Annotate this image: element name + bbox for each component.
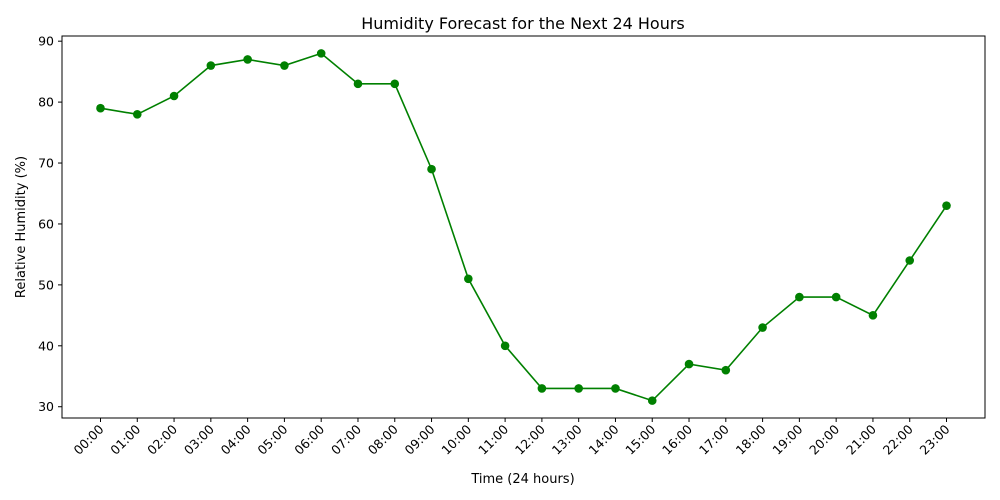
x-tick-label: 00:00 <box>71 421 107 457</box>
x-tick-label: 07:00 <box>328 421 364 457</box>
x-tick-label: 11:00 <box>475 421 511 457</box>
y-tick-label: 80 <box>38 95 54 110</box>
y-tick-label: 40 <box>38 338 54 353</box>
x-axis-ticks: 00:00 01:00 02:00 03:00 04:00 05:00 06:00 07:00… <box>71 418 953 458</box>
data-point-1800 <box>758 323 767 332</box>
data-point-0000 <box>96 103 105 113</box>
x-tick-label: 12:00 <box>512 421 548 457</box>
humidity-series <box>96 49 951 405</box>
data-point-0200 <box>169 91 179 101</box>
data-point-1300 <box>574 384 583 393</box>
data-point-0400 <box>243 55 252 64</box>
chart-title: Humidity Forecast for the Next 24 Hours <box>361 14 685 33</box>
x-tick-label: 06:00 <box>291 421 327 457</box>
data-point-0900 <box>427 164 436 174</box>
data-point-1500 <box>647 396 657 405</box>
x-tick-label: 01:00 <box>107 421 143 457</box>
x-tick-label: 17:00 <box>696 421 732 457</box>
data-point-0300 <box>206 61 216 70</box>
data-point-0700 <box>353 79 363 89</box>
data-point-1200 <box>537 384 547 393</box>
x-tick-label: 20:00 <box>806 421 842 457</box>
x-tick-label: 10:00 <box>438 421 474 457</box>
data-point-0500 <box>280 61 289 70</box>
data-point-2300 <box>942 201 951 210</box>
data-point-2200 <box>905 256 915 265</box>
series-line <box>100 52 948 402</box>
x-tick-label: 22:00 <box>880 421 916 457</box>
y-tick-label: 60 <box>38 216 54 231</box>
x-tick-label: 08:00 <box>365 421 401 457</box>
x-tick-label: 16:00 <box>659 421 695 457</box>
data-point-0800 <box>390 79 400 89</box>
x-tick-label: 09:00 <box>402 421 438 457</box>
x-tick-label: 13:00 <box>549 421 585 457</box>
x-tick-label: 18:00 <box>733 421 769 457</box>
data-point-1900 <box>795 292 804 302</box>
y-axis-label: Relative Humidity (%) <box>14 156 29 298</box>
x-tick-label: 19:00 <box>769 421 805 457</box>
x-tick-label: 05:00 <box>254 421 290 457</box>
y-tick-label: 50 <box>38 277 54 292</box>
data-point-1000 <box>464 274 473 284</box>
data-point-1600 <box>684 359 694 369</box>
data-point-0600 <box>316 49 326 58</box>
data-point-2000 <box>831 292 841 302</box>
x-axis-label: Time (24 hours) <box>470 472 574 487</box>
data-point-1400 <box>611 384 620 393</box>
x-tick-label: 03:00 <box>181 421 217 457</box>
x-tick-label: 14:00 <box>585 421 621 457</box>
x-tick-label: 21:00 <box>843 421 879 457</box>
y-axis-ticks: 30 40 50 60 70 80 90 <box>38 34 62 414</box>
data-point-0100 <box>132 109 142 119</box>
x-tick-label: 04:00 <box>218 421 254 457</box>
y-tick-label: 90 <box>38 34 54 49</box>
x-tick-label: 15:00 <box>622 421 658 457</box>
data-point-1700 <box>721 365 731 375</box>
x-tick-label: 23:00 <box>917 421 953 457</box>
data-point-2100 <box>868 311 878 320</box>
y-tick-label: 70 <box>38 156 54 171</box>
data-point-1100 <box>500 341 510 351</box>
plot-area-frame <box>61 35 986 419</box>
x-tick-label: 02:00 <box>144 421 180 457</box>
y-tick-label: 30 <box>38 399 54 414</box>
